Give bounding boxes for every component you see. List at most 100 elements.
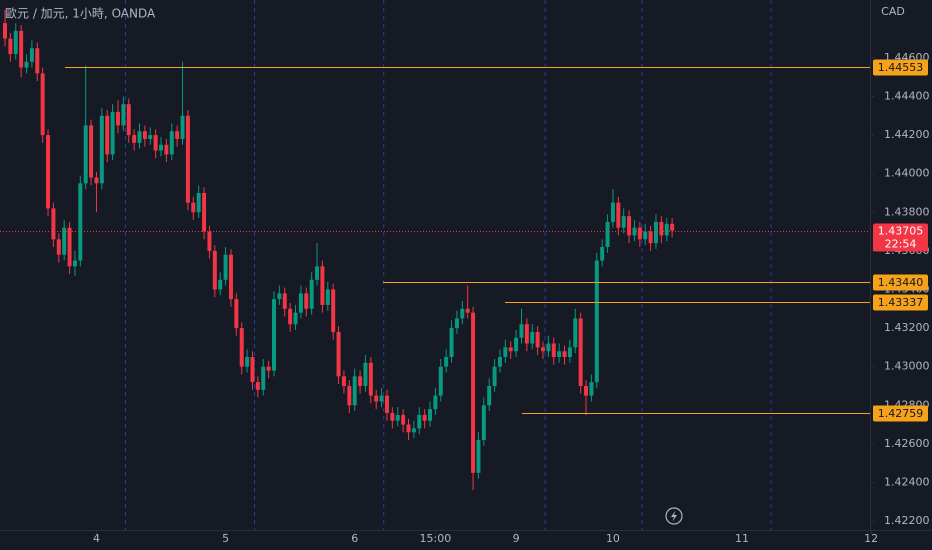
- candle-body: [304, 293, 309, 309]
- candle-body: [153, 135, 158, 151]
- candle-body: [363, 362, 368, 386]
- candle-body: [481, 405, 486, 440]
- candle-body: [567, 347, 572, 358]
- x-tick-label: 15:00: [420, 532, 452, 545]
- candle-body: [460, 308, 465, 319]
- y-tick-label: 1.43800: [884, 205, 930, 218]
- y-tick-label: 1.42200: [884, 514, 930, 527]
- candle-body: [51, 208, 56, 240]
- candle-body: [331, 289, 336, 332]
- candle-body: [379, 395, 384, 402]
- candle-body: [471, 312, 476, 473]
- candle-body: [336, 331, 341, 377]
- x-tick-label: 6: [351, 532, 358, 545]
- candle-body: [29, 48, 34, 62]
- candle-body: [320, 266, 325, 305]
- candle-body: [584, 385, 589, 396]
- candle-body: [417, 414, 422, 429]
- candle-body: [492, 366, 497, 386]
- candle-body: [325, 289, 330, 305]
- candle-body: [13, 30, 18, 55]
- candle-body: [83, 125, 88, 184]
- y-tick-label: 1.44400: [884, 89, 930, 102]
- x-tick-label: 5: [222, 532, 229, 545]
- candle-body: [562, 351, 567, 358]
- candle-body: [282, 293, 287, 309]
- candle-body: [277, 293, 282, 300]
- candle-body: [105, 115, 110, 155]
- candle-body: [610, 202, 615, 222]
- candle-body: [438, 366, 443, 396]
- candle-body: [196, 192, 201, 213]
- countdown-label: 22:54: [885, 238, 917, 251]
- plot-area: [0, 0, 870, 530]
- candle-body: [126, 104, 131, 136]
- candle-body: [35, 48, 40, 74]
- candle-body: [261, 366, 266, 390]
- candle-body: [541, 347, 545, 352]
- candle-body: [180, 115, 185, 139]
- candle-body: [514, 337, 519, 352]
- y-tick-label: 1.42400: [884, 475, 930, 488]
- candle-body: [185, 115, 190, 203]
- candle-body: [632, 227, 637, 236]
- candle-body: [401, 414, 406, 425]
- candle-body: [454, 318, 459, 329]
- y-tick-label: 1.44000: [884, 167, 930, 180]
- last-price-label: 1.43705: [878, 225, 924, 238]
- candle-body: [352, 376, 357, 406]
- price-line-label: 1.44553: [878, 61, 924, 74]
- candle-body: [476, 439, 481, 473]
- candle-body: [616, 202, 621, 228]
- candle-body: [551, 343, 556, 358]
- candle-body: [578, 318, 583, 386]
- candle-body: [444, 357, 449, 367]
- candle-body: [433, 395, 438, 410]
- candle-body: [293, 312, 298, 325]
- candle-body: [497, 357, 502, 367]
- candle-body: [3, 23, 7, 39]
- x-tick-label: 4: [93, 532, 100, 545]
- price-line-label-box: [873, 405, 928, 422]
- candle-body: [250, 357, 255, 383]
- candle-body: [487, 385, 492, 406]
- candle-body: [272, 299, 276, 371]
- currency-label: CAD: [881, 5, 905, 18]
- candle-body: [159, 144, 164, 151]
- candle-body: [239, 328, 244, 367]
- price-line-label-box: [873, 59, 928, 76]
- candle-body: [202, 192, 207, 232]
- candle-body: [223, 254, 228, 280]
- candle-body: [653, 221, 658, 244]
- candle-body: [212, 250, 217, 290]
- candle-body: [62, 227, 67, 255]
- x-tick-label: 12: [864, 532, 878, 545]
- candle-body: [298, 293, 303, 313]
- candle-body: [524, 324, 529, 344]
- candle-body: [428, 409, 433, 421]
- price-line-label: 1.43440: [878, 276, 924, 289]
- candle-body: [530, 331, 535, 344]
- candle-body: [164, 144, 169, 155]
- candle-body: [341, 376, 346, 386]
- candle-body: [358, 376, 363, 386]
- candle-body: [137, 131, 142, 143]
- candle-body: [535, 331, 540, 348]
- candle-body: [659, 221, 664, 236]
- candle-body: [422, 414, 427, 421]
- candle-body: [72, 260, 77, 267]
- candle-body: [643, 231, 648, 240]
- candle-body: [508, 347, 513, 352]
- replay-icon[interactable]: [665, 507, 683, 525]
- y-tick-label: 1.43000: [884, 360, 930, 373]
- candle-body: [557, 351, 562, 358]
- candle-body: [110, 111, 115, 155]
- candle-body: [406, 424, 411, 433]
- candle-body: [78, 183, 83, 261]
- candle-body: [255, 382, 260, 390]
- candle-body: [207, 231, 212, 251]
- candle-body: [519, 324, 524, 338]
- price-line-label: 1.42759: [878, 407, 924, 420]
- candle-body: [347, 385, 352, 406]
